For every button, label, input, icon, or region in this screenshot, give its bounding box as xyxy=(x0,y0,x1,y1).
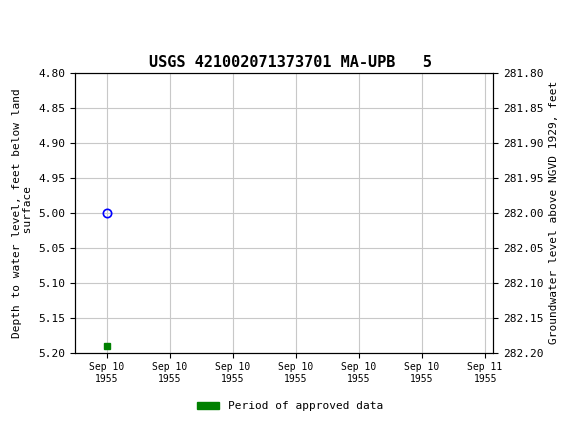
Y-axis label: Groundwater level above NGVD 1929, feet: Groundwater level above NGVD 1929, feet xyxy=(549,81,559,344)
Legend: Period of approved data: Period of approved data xyxy=(193,397,387,416)
Y-axis label: Depth to water level, feet below land
 surface: Depth to water level, feet below land su… xyxy=(12,88,33,338)
Text: ▒USGS: ▒USGS xyxy=(6,13,72,39)
Text: USGS 421002071373701 MA-UPB   5: USGS 421002071373701 MA-UPB 5 xyxy=(148,55,432,70)
